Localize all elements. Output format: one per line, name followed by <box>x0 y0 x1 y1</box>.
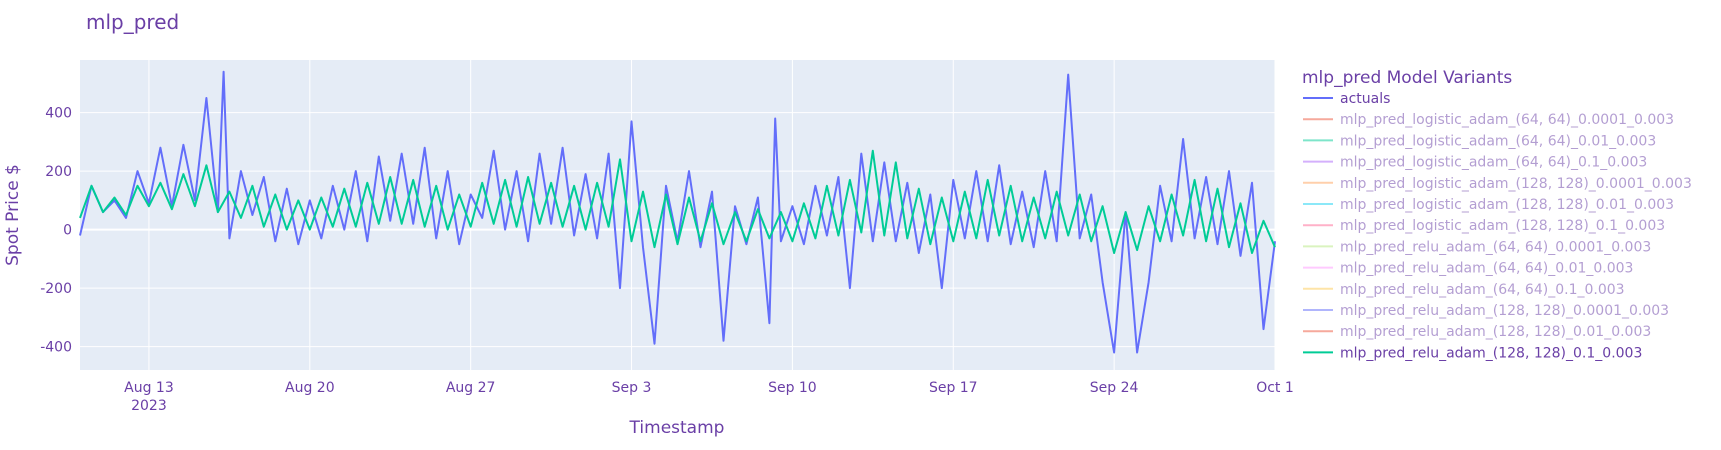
x-axis-ticks: Aug 13 2023 Aug 20 Aug 27 Sep 3 Sep 10 Sep 17 S… <box>124 380 1294 414</box>
x-tick-label: Sep 10 <box>768 380 817 396</box>
legend-label: mlp_pred_logistic_adam_(64, 64)_0.01_0.0… <box>1340 133 1656 149</box>
y-tick-label: 200 <box>45 164 72 180</box>
legend: mlp_pred Model Variants actuals mlp_pred_… <box>1302 68 1692 361</box>
x-tick-label: Aug 20 <box>285 380 335 396</box>
x-tick-label: Aug 27 <box>446 380 496 396</box>
legend-item[interactable]: mlp_pred_logistic_adam_(64, 64)_0.0001_0… <box>1303 112 1674 128</box>
legend-item[interactable]: mlp_pred_logistic_adam_(128, 128)_0.1_0.… <box>1303 218 1665 234</box>
y-axis-title: Spot Price $ <box>3 164 23 266</box>
legend-item[interactable]: mlp_pred_logistic_adam_(64, 64)_0.01_0.0… <box>1303 133 1656 149</box>
legend-label: mlp_pred_relu_adam_(128, 128)_0.01_0.003 <box>1340 324 1651 340</box>
legend-label: mlp_pred_relu_adam_(64, 64)_0.1_0.003 <box>1340 282 1625 298</box>
legend-label: actuals <box>1340 91 1390 107</box>
legend-item[interactable]: mlp_pred_relu_adam_(128, 128)_0.0001_0.0… <box>1303 303 1669 319</box>
legend-label: mlp_pred_logistic_adam_(128, 128)_0.1_0.… <box>1340 218 1665 234</box>
x-tick-label: Sep 17 <box>929 380 978 396</box>
legend-item[interactable]: mlp_pred_relu_adam_(128, 128)_0.01_0.003 <box>1303 324 1651 340</box>
legend-item[interactable]: mlp_pred_relu_adam_(64, 64)_0.01_0.003 <box>1303 261 1633 277</box>
chart-title: mlp_pred <box>86 10 179 34</box>
legend-label: mlp_pred_relu_adam_(64, 64)_0.01_0.003 <box>1340 261 1633 277</box>
series-layer <box>79 70 1276 354</box>
x-tick-label: Oct 1 <box>1256 380 1294 396</box>
legend-item[interactable]: mlp_pred_logistic_adam_(64, 64)_0.1_0.00… <box>1303 155 1647 171</box>
legend-item[interactable]: mlp_pred_logistic_adam_(128, 128)_0.01_0… <box>1303 197 1674 213</box>
legend-title: mlp_pred Model Variants <box>1302 68 1512 88</box>
series-line <box>79 149 1276 254</box>
legend-label: mlp_pred_logistic_adam_(128, 128)_0.01_0… <box>1340 197 1674 213</box>
legend-label: mlp_pred_logistic_adam_(64, 64)_0.1_0.00… <box>1340 155 1647 171</box>
legend-label: mlp_pred_relu_adam_(64, 64)_0.0001_0.003 <box>1340 239 1651 255</box>
plot-area[interactable] <box>80 60 1275 370</box>
y-tick-label: 400 <box>45 106 72 122</box>
legend-item[interactable]: mlp_pred_relu_adam_(128, 128)_0.1_0.003 <box>1303 345 1642 361</box>
y-tick-label: -400 <box>40 340 72 356</box>
legend-item[interactable]: actuals <box>1303 91 1390 107</box>
x-tick-label: Aug 13 <box>124 380 174 396</box>
x-tick-label: Sep 24 <box>1090 380 1139 396</box>
legend-label: mlp_pred_logistic_adam_(64, 64)_0.0001_0… <box>1340 112 1674 128</box>
legend-item[interactable]: mlp_pred_relu_adam_(64, 64)_0.1_0.003 <box>1303 282 1625 298</box>
y-axis-ticks: -400 -200 0 200 400 <box>40 106 72 356</box>
y-tick-label: -200 <box>40 281 72 297</box>
x-tick-sublabel: 2023 <box>131 398 167 414</box>
legend-items: actuals mlp_pred_logistic_adam_(64, 64)_0… <box>1303 91 1692 361</box>
legend-label: mlp_pred_logistic_adam_(128, 128)_0.0001… <box>1340 176 1692 192</box>
legend-item[interactable]: mlp_pred_logistic_adam_(128, 128)_0.0001… <box>1303 176 1692 192</box>
x-axis-title: Timestamp <box>629 418 725 438</box>
gridlines <box>80 60 1276 370</box>
x-tick-label: Sep 3 <box>612 380 652 396</box>
legend-label: mlp_pred_relu_adam_(128, 128)_0.1_0.003 <box>1340 345 1642 361</box>
legend-item[interactable]: mlp_pred_relu_adam_(64, 64)_0.0001_0.003 <box>1303 239 1651 255</box>
legend-label: mlp_pred_relu_adam_(128, 128)_0.0001_0.0… <box>1340 303 1669 319</box>
y-tick-label: 0 <box>63 223 72 239</box>
